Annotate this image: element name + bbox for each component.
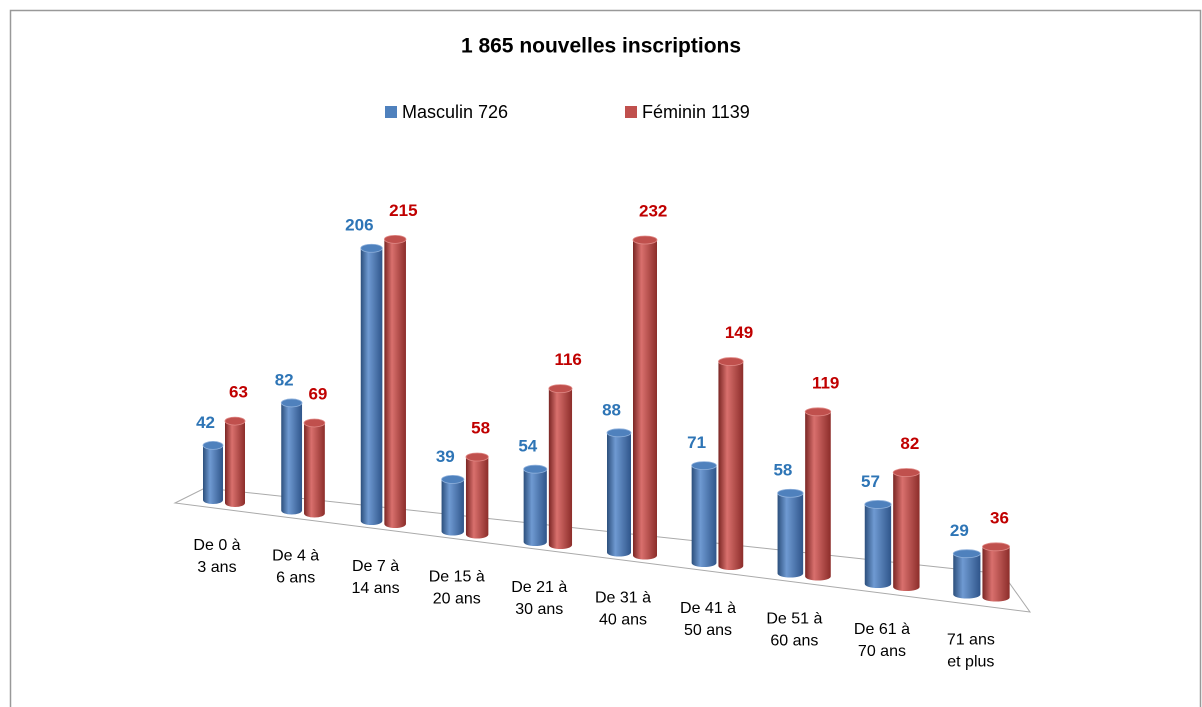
bar-cap	[523, 464, 548, 474]
bar	[523, 465, 547, 546]
x-tick-label: De 0 à	[193, 537, 240, 554]
bar	[384, 235, 406, 528]
bar-cap	[691, 461, 717, 470]
data-label: 58	[773, 461, 792, 480]
bar	[864, 500, 892, 588]
bar	[465, 453, 489, 539]
data-label: 119	[812, 373, 839, 392]
data-label: 116	[554, 350, 581, 369]
bar	[777, 489, 804, 578]
bar	[548, 384, 573, 549]
bar-cap	[360, 243, 383, 253]
bar	[304, 418, 325, 518]
x-tick-label: De 31 à	[595, 590, 651, 607]
x-tick-label: De 41 à	[680, 600, 736, 617]
bar-cap	[777, 488, 804, 498]
legend-label: Féminin 1139	[642, 102, 750, 122]
bar-cap	[202, 440, 224, 450]
legend-swatch	[625, 106, 637, 118]
data-label: 58	[471, 418, 490, 437]
bar-cap	[632, 235, 658, 245]
bar-cap	[892, 468, 920, 477]
data-label: 88	[602, 400, 621, 419]
bar	[225, 417, 245, 507]
bar	[893, 468, 920, 591]
bar	[691, 461, 717, 567]
x-tick-label: De 15 à	[429, 569, 485, 586]
bar-cap	[606, 428, 632, 438]
x-tick-label: De 4 à	[272, 548, 319, 565]
x-tick-label: 40 ans	[599, 612, 647, 629]
x-tick-label: 50 ans	[684, 622, 732, 639]
bar	[953, 549, 981, 599]
bar	[633, 235, 657, 560]
data-label: 206	[345, 216, 373, 235]
bar-cap	[441, 474, 465, 484]
bar-cap	[864, 500, 892, 509]
bar-cap	[224, 416, 246, 426]
bar	[281, 398, 303, 515]
data-label: 63	[229, 383, 248, 402]
data-label: 149	[725, 323, 753, 342]
bar-cap	[280, 398, 303, 408]
data-label: 69	[308, 384, 327, 403]
x-tick-label: et plus	[947, 654, 994, 671]
bar-cap	[952, 549, 981, 559]
bar	[360, 244, 383, 526]
x-tick-label: De 61 à	[854, 621, 910, 638]
data-label: 29	[950, 521, 969, 540]
bar-cap	[982, 542, 1011, 552]
x-tick-label: De 7 à	[352, 558, 399, 575]
data-label: 82	[900, 434, 919, 453]
x-tick-label: 60 ans	[770, 633, 818, 650]
data-label: 82	[275, 370, 294, 389]
data-label: 57	[861, 472, 880, 491]
x-tick-label: 71 ans	[947, 632, 995, 649]
bar-cap	[718, 357, 744, 366]
legend-label: Masculin 726	[402, 102, 508, 122]
bar	[441, 475, 464, 536]
bar	[203, 441, 224, 504]
bar-cap	[303, 418, 326, 428]
bar	[718, 357, 744, 570]
data-label: 36	[990, 508, 1009, 527]
x-tick-label: 70 ans	[858, 643, 906, 660]
x-tick-label: 20 ans	[433, 591, 481, 608]
data-label: 54	[518, 437, 537, 456]
legend-swatch	[385, 106, 397, 118]
chart-title: 1 865 nouvelles inscriptions	[461, 35, 741, 58]
bar-cap	[465, 452, 489, 462]
x-tick-label: De 21 à	[511, 579, 567, 596]
bar-cap	[804, 407, 832, 417]
x-tick-label: 6 ans	[276, 570, 315, 587]
x-tick-label: De 51 à	[766, 611, 822, 628]
data-label: 71	[687, 433, 706, 452]
bar-cap	[383, 234, 407, 244]
data-label: 42	[196, 413, 215, 432]
bar	[607, 428, 631, 557]
data-label: 232	[639, 201, 667, 220]
x-tick-label: 30 ans	[515, 601, 563, 618]
data-label: 39	[436, 447, 455, 466]
data-label: 215	[389, 201, 417, 220]
x-tick-label: 3 ans	[197, 559, 236, 576]
bar-cap	[548, 384, 573, 394]
x-tick-label: 14 ans	[352, 580, 400, 597]
bar	[982, 542, 1010, 602]
bar	[805, 407, 831, 581]
